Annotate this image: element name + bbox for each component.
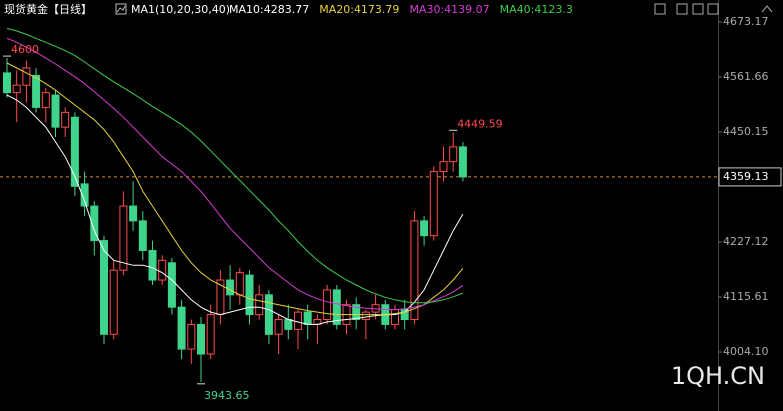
y-tick-label: 4450.15 [723,125,769,138]
candle-body [410,220,419,321]
candle-body [167,262,176,308]
legend-entry: MA40:4123.3 [500,3,573,16]
current-price-label: 4359.13 [723,170,769,183]
candle-body [138,220,147,251]
candle-body [177,306,186,350]
candle-body [400,309,409,321]
candle-body [119,205,128,271]
candle-body [32,74,41,108]
candle-body [100,240,108,335]
candle-body [206,314,215,355]
extreme-label: 3943.65 [204,389,250,402]
ma-line [6,62,464,316]
y-tick-label: 4561.66 [723,70,769,83]
candle-body [70,116,79,187]
candle-body [332,289,341,325]
y-tick-label: 4115.61 [723,290,769,303]
tool-button[interactable] [707,3,719,15]
candle-body [197,323,205,355]
indicator-name: MA1(10,20,30,40) [131,3,230,16]
y-tick-label: 4004.10 [723,345,769,358]
candle-body [303,311,312,325]
candle-body [226,279,235,296]
indicator-icon[interactable] [115,3,127,15]
watermark: 1QH.CN [671,362,765,390]
candle-body [80,183,89,207]
candle-body [245,274,254,316]
candle-body [90,205,99,242]
candle-body [429,171,438,237]
candle-body [3,72,11,94]
candle-body [255,294,264,316]
chart-title: 现货黄金【日线】 [4,2,92,16]
candle-body [158,259,167,281]
ma-line [6,37,464,311]
indicator-icon-glyph [116,5,126,13]
extreme-label: 4600 [11,43,39,56]
ma-line [6,28,464,304]
candle-body [129,205,138,222]
current-price-box [718,167,782,187]
candle-body [458,146,467,178]
candle-body [439,161,448,173]
candle-body [420,220,429,237]
candle-body [61,111,70,128]
candle-body [284,319,293,330]
candle-body [51,94,60,128]
legend-entry: MA10:4283.77 [229,3,309,16]
candle-body [274,319,283,335]
candle-body [22,67,31,86]
candle-body [391,309,399,325]
candle-body [352,304,361,321]
legend-entry: MA20:4173.79 [319,3,399,16]
tool-button[interactable] [654,3,666,15]
candle-body [148,249,157,281]
tool-button[interactable] [692,3,704,15]
candle-body [323,289,332,321]
candle-body [41,92,50,108]
candle-body [109,269,118,335]
candle-body [361,311,370,321]
legend-entry: MA30:4139.07 [409,3,489,16]
tool-button[interactable] [676,3,688,15]
candle-body [264,294,273,335]
candle-body [449,146,458,163]
extreme-label: 4449.59 [457,117,503,130]
candle-body [12,84,21,94]
collapse-button[interactable] [761,5,773,13]
y-tick-label: 4673.17 [723,15,769,28]
candle-body [294,311,302,330]
candle-body [187,323,196,350]
candle-body [235,272,244,296]
toolbar [654,3,773,15]
y-tick-label: 4227.12 [723,235,769,248]
